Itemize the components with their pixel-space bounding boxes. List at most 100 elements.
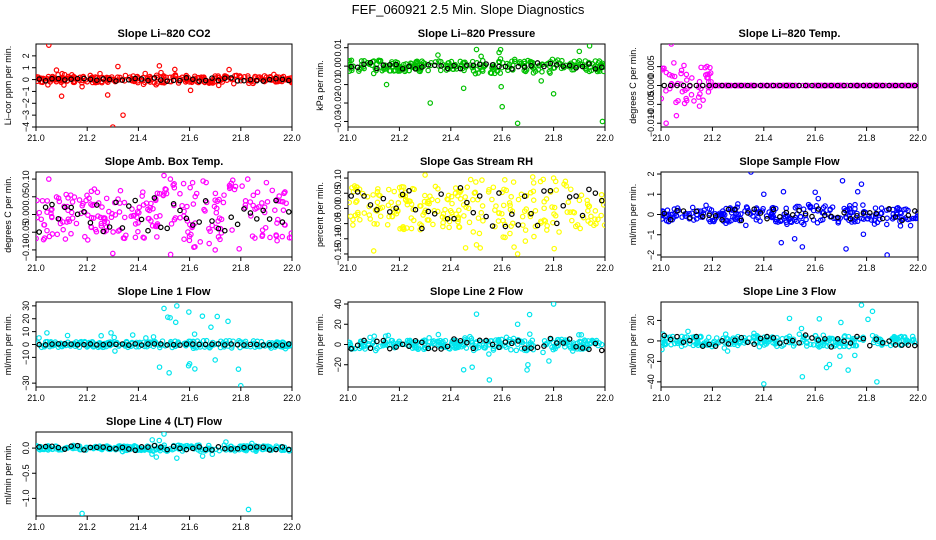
reference-point	[151, 195, 158, 201]
data-point	[139, 193, 145, 199]
data-point	[388, 199, 395, 206]
reference-point	[253, 444, 260, 450]
data-point	[521, 60, 528, 67]
reference-point	[770, 335, 777, 341]
data-point	[399, 183, 405, 190]
plot-frame	[660, 301, 919, 388]
reference-point	[751, 82, 757, 89]
x-tick-label: 21.6	[493, 133, 511, 143]
reference-point	[177, 342, 183, 348]
reference-point	[502, 63, 509, 70]
reference-point	[515, 222, 522, 228]
reference-point	[158, 444, 164, 450]
data-point	[827, 206, 833, 213]
data-point	[760, 381, 767, 387]
data-point	[462, 335, 468, 341]
data-point	[669, 73, 675, 79]
reference-point	[770, 82, 777, 89]
data-point	[854, 188, 861, 195]
data-point	[668, 44, 675, 47]
reference-point	[725, 82, 732, 89]
reference-point	[126, 342, 132, 348]
data-point	[495, 337, 501, 344]
points-layer	[348, 172, 605, 257]
data-point	[249, 233, 256, 239]
data-point	[404, 337, 411, 344]
y-axis-label: Li–cor ppm per min.	[3, 46, 13, 126]
data-point	[503, 344, 509, 350]
reference-point	[732, 206, 738, 213]
reference-point	[380, 62, 387, 68]
data-point	[264, 199, 271, 205]
reference-point	[94, 77, 100, 83]
data-point	[869, 82, 876, 89]
reference-point	[36, 229, 43, 235]
data-point	[803, 339, 810, 346]
x-tick-label: 22.0	[596, 393, 614, 403]
panel-10: Slope Line 4 (LT) Flow 21.0 21.2 21.4 21.6 21…	[3, 416, 301, 532]
data-point	[661, 331, 666, 337]
data-point	[831, 343, 838, 349]
reference-point	[470, 209, 477, 216]
data-point	[450, 66, 457, 73]
data-point	[572, 223, 579, 230]
data-point	[143, 200, 150, 206]
data-point	[82, 233, 88, 240]
reference-point	[62, 204, 68, 211]
reference-point	[751, 206, 757, 213]
data-point	[197, 239, 204, 245]
data-point	[715, 82, 722, 89]
data-point	[92, 226, 99, 233]
reference-point	[87, 76, 94, 83]
y-tick-label: 0	[646, 338, 656, 343]
data-point	[100, 215, 107, 221]
data-point	[64, 219, 70, 225]
data-point	[46, 44, 52, 48]
reference-point	[279, 342, 286, 348]
data-point	[404, 201, 411, 208]
data-point	[475, 70, 482, 76]
reference-point	[738, 334, 745, 341]
data-point	[497, 56, 504, 62]
y-tick-label: −0.03	[333, 110, 343, 133]
data-point	[60, 226, 67, 233]
data-point	[371, 221, 377, 227]
data-point	[425, 343, 431, 349]
data-point	[207, 228, 213, 235]
reference-point	[815, 337, 822, 343]
reference-point	[579, 212, 586, 219]
data-point	[348, 339, 352, 346]
reference-point	[854, 82, 860, 89]
data-point	[95, 213, 101, 219]
reference-point	[712, 343, 719, 349]
reference-point	[68, 443, 75, 449]
reference-point	[822, 336, 828, 342]
reference-point	[354, 189, 361, 195]
panel-title: Slope Gas Stream RH	[420, 156, 533, 168]
data-point	[598, 212, 604, 219]
data-point	[422, 172, 428, 178]
data-point	[280, 207, 287, 213]
data-point	[214, 313, 221, 320]
data-point	[116, 209, 123, 215]
reference-point	[566, 62, 573, 69]
reference-point	[106, 445, 113, 452]
y-tick-label: −0.05	[333, 212, 343, 235]
data-point	[556, 229, 562, 235]
data-point	[786, 315, 793, 322]
data-point	[385, 186, 392, 193]
data-point	[735, 201, 741, 207]
reference-point	[822, 82, 828, 89]
reference-point	[55, 444, 62, 451]
reference-point	[183, 75, 190, 81]
x-tick-label: 21.8	[858, 393, 876, 403]
x-tick-label: 21.6	[181, 263, 199, 273]
data-point	[440, 338, 446, 345]
data-point	[514, 120, 521, 127]
reference-point	[911, 342, 918, 349]
reference-point	[738, 217, 745, 224]
reference-point	[202, 198, 209, 204]
data-point	[156, 437, 163, 444]
data-point	[511, 56, 518, 63]
data-point	[212, 357, 219, 363]
